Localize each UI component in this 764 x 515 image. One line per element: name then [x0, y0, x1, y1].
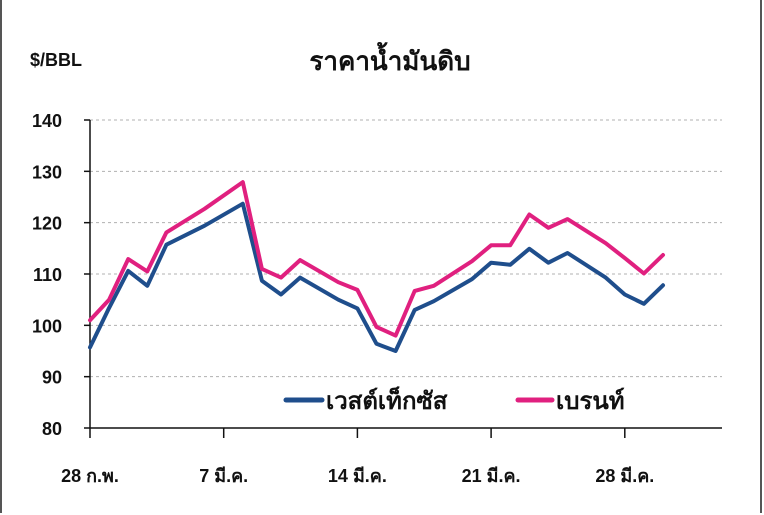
x-tick-label: 7 มี.ค. [199, 466, 248, 486]
x-tick-label: 21 มี.ค. [462, 466, 521, 486]
y-axis-unit-label: $/BBL [30, 50, 82, 70]
y-tick-labels: 80 90 100 110 120 130 140 [32, 111, 62, 439]
series-line-2 [88, 180, 665, 338]
legend-label-1: เวสต์เท็กซัส [326, 386, 448, 415]
y-tick-label: 130 [32, 162, 62, 182]
y-tick-label: 110 [33, 265, 62, 285]
series-lines [88, 180, 665, 353]
gridlines [90, 119, 722, 378]
y-tick-label: 90 [42, 368, 62, 388]
y-tick-label: 120 [32, 214, 62, 234]
x-tick-labels: 28 ก.พ. 7 มี.ค. 14 มี.ค. 21 มี.ค. 28 มี.ค. [61, 466, 654, 486]
y-tick-label: 80 [42, 419, 62, 439]
axes [84, 119, 722, 438]
y-tick-label: 100 [32, 316, 62, 336]
chart-title: ราคาน้ำมันดิบ [309, 41, 470, 76]
legend-label-2: เบรนท์ [556, 387, 625, 415]
x-tick-label: 28 มี.ค. [595, 466, 654, 486]
series-line-1 [88, 201, 665, 353]
y-tick-label: 140 [32, 111, 62, 131]
x-tick-label: 14 มี.ค. [328, 466, 387, 486]
legend: เวสต์เท็กซัส เบรนท์ [283, 386, 625, 415]
x-tick-label: 28 ก.พ. [61, 466, 119, 486]
